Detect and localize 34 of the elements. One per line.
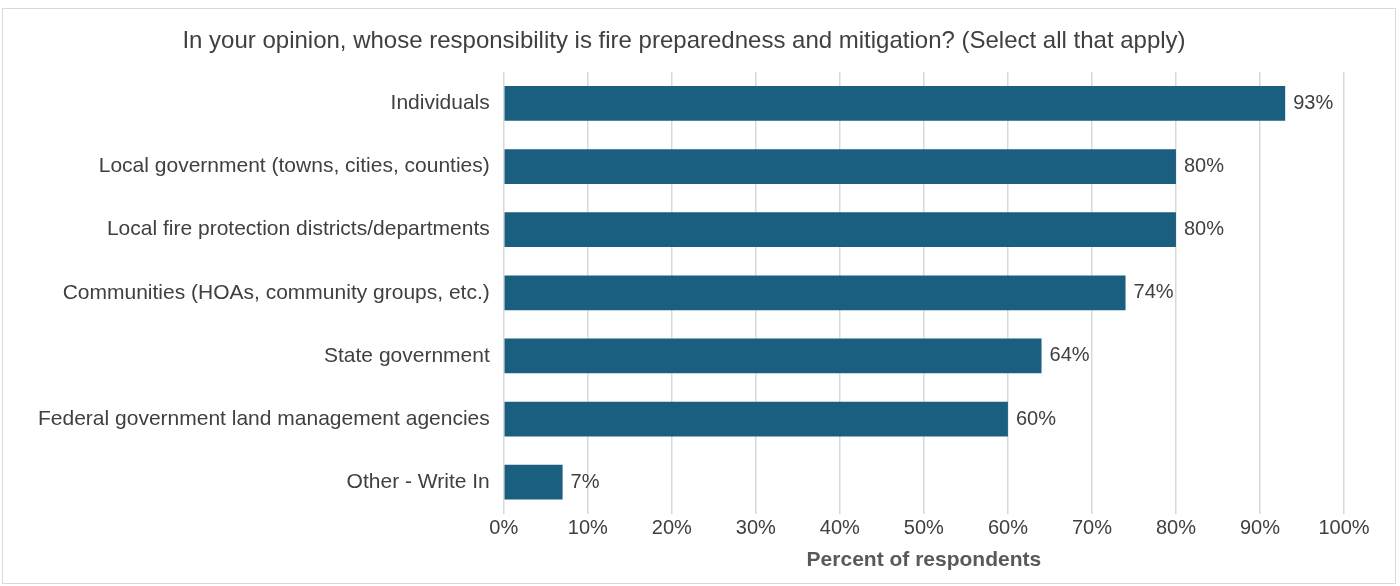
x-tick-label: 100% xyxy=(1318,516,1370,539)
x-tick-label: 60% xyxy=(987,516,1029,539)
bar xyxy=(504,464,563,500)
bar xyxy=(504,401,1008,437)
y-tick-label: Federal government land management agencies xyxy=(38,405,490,429)
data-label: 64% xyxy=(1049,343,1090,366)
x-tick-label: 10% xyxy=(567,516,609,539)
y-tick-label: Local fire protection districts/departments xyxy=(106,216,490,240)
data-label: 60% xyxy=(1015,406,1057,429)
y-tick-label: Communities (HOAs, community groups, etc.) xyxy=(62,279,490,303)
data-label: 7% xyxy=(570,469,600,492)
bar xyxy=(504,275,1126,311)
data-label: 74% xyxy=(1133,280,1174,303)
data-label: 80% xyxy=(1183,217,1225,240)
bar xyxy=(504,86,1286,121)
chart-title: In your opinion, whose responsibility is fire preparedness and mitigation? (Select all that apply) xyxy=(182,26,1186,54)
y-tick-label: Local government (towns, cities, counties) xyxy=(98,153,490,177)
bar xyxy=(504,212,1176,248)
bar xyxy=(504,149,1176,184)
y-tick-label: State government xyxy=(324,342,490,366)
y-tick-label: Other - Write In xyxy=(346,469,490,493)
x-tick-label: 30% xyxy=(735,516,777,539)
y-tick-label: Individuals xyxy=(390,90,490,114)
data-label: 93% xyxy=(1293,90,1334,113)
x-tick-label: 40% xyxy=(819,516,861,539)
x-tick-label: 20% xyxy=(651,516,693,539)
x-tick-label: 0% xyxy=(489,516,519,539)
bar xyxy=(504,338,1042,374)
x-tick-label: 80% xyxy=(1155,516,1197,539)
x-tick-label: 90% xyxy=(1239,516,1281,539)
x-axis-title: Percent of respondents xyxy=(806,547,1042,571)
data-label: 80% xyxy=(1183,154,1225,177)
x-tick-label: 70% xyxy=(1071,516,1113,539)
x-tick-label: 50% xyxy=(903,516,945,539)
